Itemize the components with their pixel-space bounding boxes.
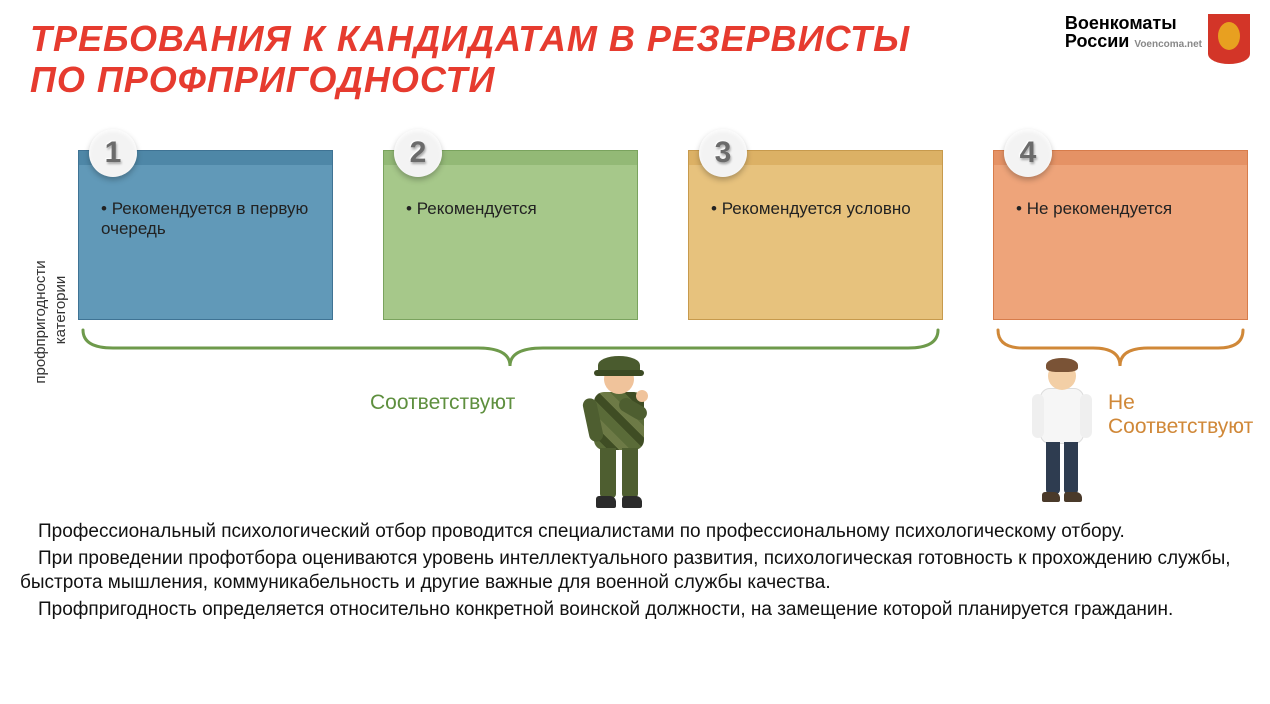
paragraph-1: Профессиональный психологический отбор п… — [20, 520, 1250, 545]
emblem-icon — [1208, 14, 1250, 64]
category-text: Рекомендуется — [406, 199, 619, 219]
category-number: 4 — [1004, 129, 1052, 177]
status-suit-label: Соответствуют — [370, 391, 515, 415]
civilian-icon — [1028, 356, 1098, 511]
status-not-label: Не Соответствуют — [1108, 391, 1253, 439]
category-box-1: 1Рекомендуется в первую очередь — [78, 150, 333, 320]
logo-line-2: России Voencoma.net — [1065, 32, 1202, 50]
logo: Военкоматы России Voencoma.net — [1065, 14, 1250, 64]
body-text: Профессиональный психологический отбор п… — [20, 520, 1250, 625]
category-number: 1 — [89, 129, 137, 177]
status-not-l2: Соответствуют — [1108, 415, 1253, 438]
paragraph-3: Профпригодность определяется относительн… — [20, 598, 1250, 623]
ylabel-line-1: категории — [52, 276, 69, 345]
logo-url: Voencoma.net — [1134, 39, 1202, 50]
category-text: Рекомендуется условно — [711, 199, 924, 219]
category-number: 3 — [699, 129, 747, 177]
category-boxes: 1Рекомендуется в первую очередь 2Рекоменд… — [78, 150, 1248, 320]
category-box-3: 3Рекомендуется условно — [688, 150, 943, 320]
category-number: 2 — [394, 129, 442, 177]
soldier-icon — [580, 352, 660, 512]
logo-text: Военкоматы России Voencoma.net — [1065, 14, 1202, 50]
y-axis-label: профпригодности — [32, 260, 49, 383]
title-line-1: ТРЕБОВАНИЯ К КАНДИДАТАМ В РЕЗЕРВИСТЫ — [30, 18, 910, 59]
category-box-2: 2Рекомендуется — [383, 150, 638, 320]
status-not-l1: Не — [1108, 391, 1135, 414]
paragraph-2: При проведении профотбора оцениваются ур… — [20, 547, 1250, 596]
category-text: Не рекомендуется — [1016, 199, 1229, 219]
category-box-4: 4Не рекомендуется — [993, 150, 1248, 320]
title-line-2: ПО ПРОФПРИГОДНОСТИ — [30, 59, 495, 100]
y-axis-label-2: категории — [52, 276, 69, 345]
logo-line-1: Военкоматы — [1065, 14, 1202, 32]
bracket-suit — [78, 328, 943, 368]
ylabel-line-2: профпригодности — [32, 260, 49, 383]
category-text: Рекомендуется в первую очередь — [101, 199, 314, 239]
page-title: ТРЕБОВАНИЯ К КАНДИДАТАМ В РЕЗЕРВИСТЫ ПО … — [30, 18, 910, 101]
